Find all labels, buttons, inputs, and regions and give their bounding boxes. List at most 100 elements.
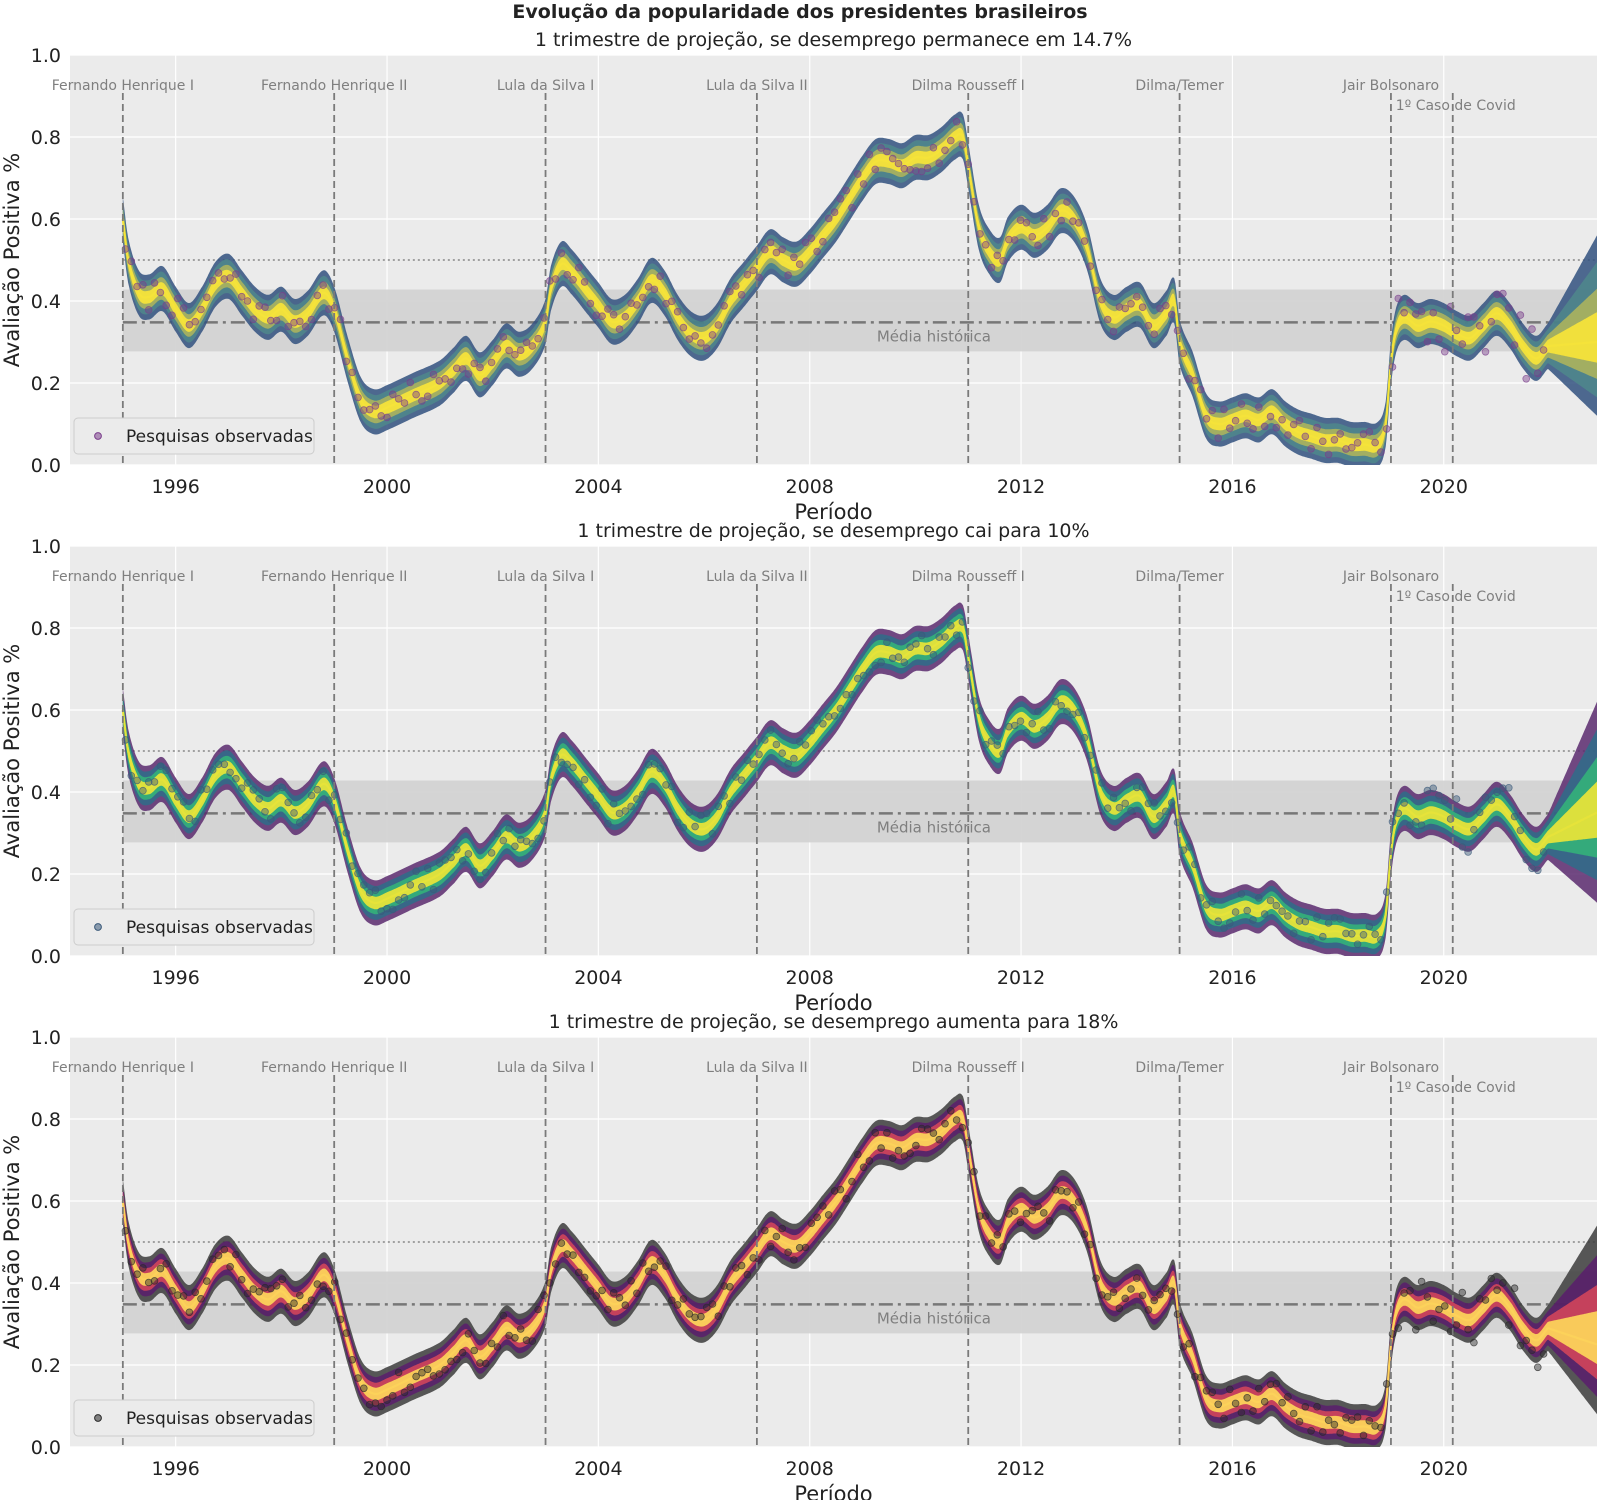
poll-point [656, 272, 664, 281]
poll-point [1098, 779, 1106, 787]
event-label: Dilma/Temer [1135, 78, 1224, 94]
y-tick-label: 0.6 [31, 700, 61, 722]
poll-point [354, 869, 362, 878]
event-label: Fernando Henrique I [52, 1060, 194, 1076]
poll-point [144, 1278, 153, 1287]
poll-point [702, 1303, 711, 1312]
event-label: Jair Bolsonaro [1342, 1060, 1439, 1076]
poll-point [1522, 1336, 1530, 1345]
legend-frame [73, 908, 315, 946]
poll-point [627, 299, 635, 308]
poll-point [708, 1300, 717, 1308]
poll-point [877, 658, 885, 667]
poll-point [197, 305, 205, 314]
poll-point [1057, 216, 1065, 225]
poll-point [458, 365, 467, 373]
poll-point [476, 363, 484, 372]
y-axis-title: Avaliação Positiva % [0, 644, 24, 858]
poll-point [691, 1313, 699, 1322]
poll-point [342, 829, 351, 837]
poll-point [1214, 434, 1222, 442]
y-tick-label: 0.4 [31, 1273, 61, 1295]
poll-point [1330, 435, 1339, 444]
poll-point [1063, 707, 1071, 716]
poll-point [1528, 864, 1536, 873]
poll-point [1406, 1286, 1414, 1295]
poll-point [232, 1250, 240, 1259]
poll-point [906, 1149, 914, 1158]
poll-point [1144, 799, 1153, 808]
poll-point [307, 1296, 316, 1304]
poll-point [1260, 1397, 1269, 1406]
poll-point [1272, 1379, 1281, 1388]
poll-point [1394, 809, 1403, 818]
poll-point [970, 197, 978, 206]
poll-point [1464, 1325, 1472, 1334]
poll-point [1452, 326, 1461, 335]
poll-point [1441, 1302, 1449, 1310]
poll-point [1307, 935, 1315, 944]
poll-point [987, 263, 996, 272]
poll-point [1057, 701, 1065, 710]
poll-point [464, 1330, 473, 1338]
poll-point [1307, 1427, 1315, 1435]
poll-point [1196, 385, 1205, 394]
poll-point [853, 674, 862, 683]
poll-point [1516, 826, 1525, 835]
poll-point [778, 245, 786, 254]
poll-point [139, 1264, 147, 1272]
poll-point [1295, 917, 1304, 925]
poll-point [598, 1286, 606, 1295]
poll-point [1086, 751, 1095, 760]
poll-point [1353, 1413, 1362, 1421]
poll-point [325, 305, 333, 313]
subplot-title: 1 trimestre de projeção, se desemprego a… [549, 1011, 1119, 1033]
credible-band-2 [122, 117, 1597, 464]
poll-point [1127, 806, 1135, 815]
poll-point [1220, 405, 1228, 414]
poll-point [830, 1187, 839, 1195]
poll-point [487, 849, 496, 857]
poll-point [673, 1301, 682, 1309]
poll-point [1481, 347, 1490, 356]
poll-point [191, 1288, 200, 1297]
poll-point [708, 829, 717, 838]
poll-point [1539, 848, 1548, 856]
poll-point [865, 150, 874, 159]
poll-point [1353, 940, 1362, 949]
poll-point [1522, 855, 1530, 864]
poll-point [1040, 1209, 1048, 1217]
poll-point [1539, 346, 1548, 354]
poll-point [1074, 219, 1083, 227]
poll-point [505, 824, 513, 833]
poll-point [615, 325, 624, 334]
poll-point [307, 791, 316, 800]
poll-point [487, 358, 496, 367]
poll-point [1359, 1431, 1368, 1440]
poll-point [981, 241, 990, 249]
poll-point [824, 1211, 833, 1219]
poll-point [394, 394, 403, 403]
poll-point [1377, 448, 1385, 456]
poll-point [511, 1334, 519, 1342]
poll-point [435, 376, 444, 385]
poll-point [1412, 1326, 1420, 1334]
poll-point [819, 719, 827, 728]
poll-point [790, 1256, 798, 1264]
poll-point [1493, 290, 1501, 299]
poll-point [1127, 1285, 1135, 1293]
poll-point [220, 1245, 229, 1254]
poll-point [249, 315, 258, 324]
poll-point [865, 668, 874, 676]
poll-point [464, 850, 473, 858]
poll-point [877, 1144, 885, 1152]
poll-point [638, 293, 647, 302]
poll-point [1272, 423, 1281, 432]
poll-point [1499, 289, 1507, 298]
poll-point [313, 785, 322, 794]
poll-point [1260, 910, 1269, 918]
poll-point [226, 768, 234, 777]
poll-point [1208, 897, 1217, 906]
y-tick-label: 0.4 [31, 291, 61, 313]
poll-point [609, 310, 618, 319]
